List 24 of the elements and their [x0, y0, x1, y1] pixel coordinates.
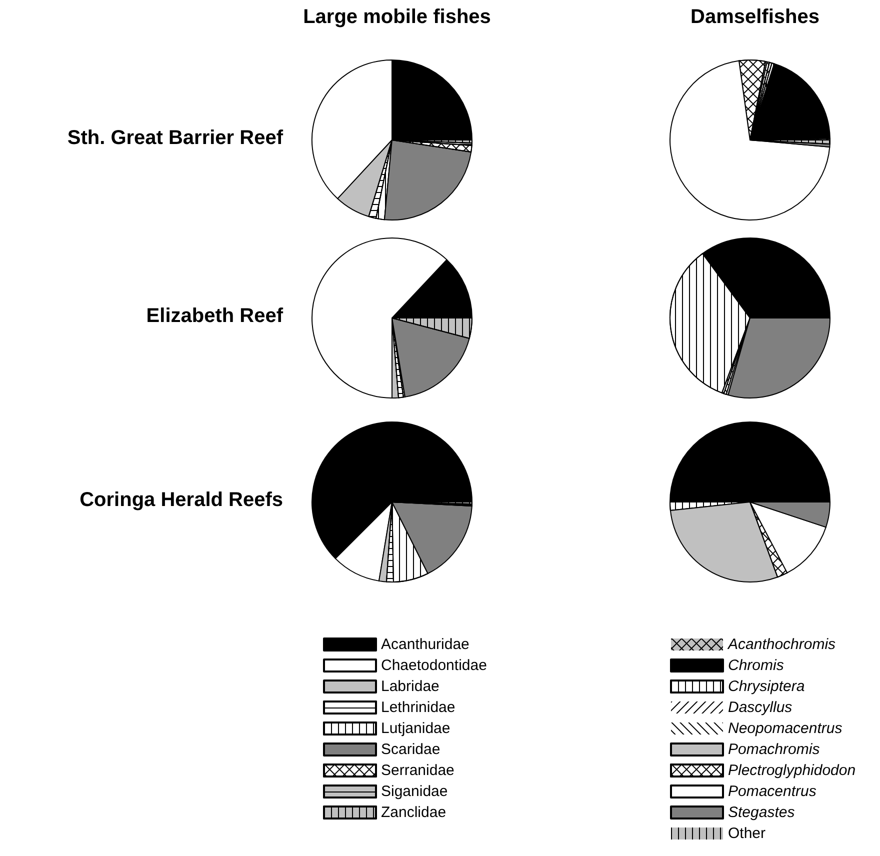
legend-label: Scaridae	[381, 741, 440, 758]
legend-label: Other	[728, 825, 766, 842]
chart-title: Large mobile fishes	[303, 6, 491, 28]
chart-title: Damselfishes	[690, 6, 820, 28]
legend-label: Plectroglyphidodon	[728, 762, 856, 779]
legend-label: Stegastes	[728, 804, 796, 821]
legend-label: Siganidae	[381, 783, 448, 800]
legend-label: Lutjanidae	[381, 720, 450, 737]
legend-label: Pomacentrus	[728, 783, 817, 800]
legend-label: Chaetodontidae	[381, 657, 487, 674]
legend-label: Chrysiptera	[728, 678, 805, 695]
text: Elizabeth Reef	[146, 305, 284, 327]
legend-label: Chromis	[728, 657, 784, 674]
legend-label: Pomachromis	[728, 741, 820, 758]
legend-label: Acanthochromis	[727, 636, 836, 653]
legend-label: Serranidae	[381, 762, 454, 779]
text: Sth. Great Barrier Reef	[67, 127, 284, 149]
legend-label: Dascyllus	[728, 699, 793, 716]
legend-label: Neopomacentrus	[728, 720, 843, 737]
text: Coringa Herald Reefs	[80, 489, 283, 511]
legend-label: Zanclidae	[381, 804, 446, 821]
legend-label: Labridae	[381, 678, 440, 695]
legend-label: Lethrinidae	[381, 699, 456, 716]
legend-label: Acanthuridae	[381, 636, 470, 653]
